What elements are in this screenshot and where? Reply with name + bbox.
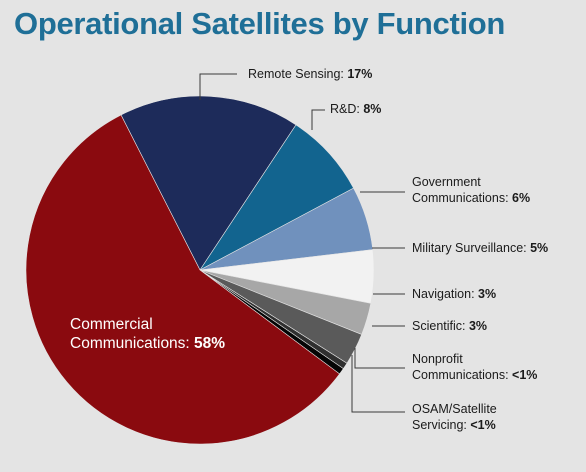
slice-label: Remote Sensing: 17% bbox=[248, 67, 372, 81]
chart-title: Operational Satellites by Function bbox=[14, 6, 506, 41]
slice-value: 17% bbox=[347, 67, 372, 81]
slice-label: OSAM/Satellite Servicing: <1% bbox=[412, 402, 497, 432]
slice-label-commercial: Commercial Communications: 58% bbox=[70, 316, 225, 352]
leader-line bbox=[311, 109, 325, 130]
slice-value: 8% bbox=[363, 102, 381, 116]
slice-label: Navigation: 3% bbox=[412, 287, 496, 301]
slice-value: <1% bbox=[470, 418, 495, 432]
slice-label: Government Communications: 6% bbox=[412, 175, 530, 205]
slice-value: 6% bbox=[512, 191, 530, 205]
slice-value: 58% bbox=[194, 335, 225, 352]
slice-value: <1% bbox=[512, 368, 537, 382]
leader-line bbox=[351, 355, 405, 413]
slice-label: Nonprofit Communications: <1% bbox=[412, 352, 537, 382]
leader-line bbox=[199, 73, 237, 100]
pie-slice-remote-sensing bbox=[120, 95, 297, 271]
slice-value: 5% bbox=[530, 241, 548, 255]
slice-value: 3% bbox=[469, 319, 487, 333]
slice-value: 3% bbox=[478, 287, 496, 301]
slice-label: Military Surveillance: 5% bbox=[412, 241, 548, 255]
slice-label: R&D: 8% bbox=[330, 102, 381, 116]
pie-slice-commercial-communications bbox=[25, 114, 340, 445]
leader-line bbox=[354, 348, 405, 369]
slice-label: Scientific: 3% bbox=[412, 319, 487, 333]
